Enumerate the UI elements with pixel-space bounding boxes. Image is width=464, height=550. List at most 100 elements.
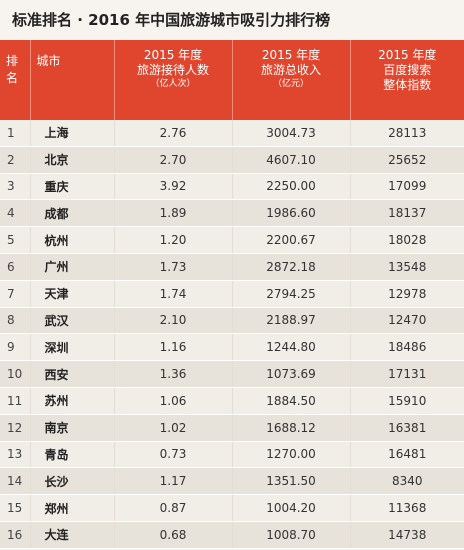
ranking-table: 排名 城市 2015 年度 旅游接待人数 （亿人次） 2015 年度 旅游总收入… xyxy=(0,40,464,549)
header-visitors-line1: 2015 年度 xyxy=(143,48,203,62)
index-cell: 18028 xyxy=(350,226,464,254)
income-cell: 1073.69 xyxy=(232,360,351,388)
table-row: 8 武汉 2.10 2188.97 12470 xyxy=(0,307,464,335)
rank-cell: 9 xyxy=(0,333,31,362)
index-cell: 11368 xyxy=(350,494,464,522)
rank-cell: 5 xyxy=(0,226,31,254)
header-row: 排名 城市 2015 年度 旅游接待人数 （亿人次） 2015 年度 旅游总收入… xyxy=(0,40,464,120)
header-income-line2: 旅游总收入 xyxy=(260,63,321,77)
income-cell: 4607.10 xyxy=(232,146,351,174)
visitors-cell: 2.70 xyxy=(114,146,233,174)
income-cell: 1351.50 xyxy=(232,467,351,496)
header-rank: 排名 xyxy=(0,40,31,120)
table-row: 5 杭州 1.20 2200.67 18028 xyxy=(0,226,464,254)
visitors-cell: 2.10 xyxy=(114,307,233,335)
city-cell: 郑州 xyxy=(30,494,115,522)
income-cell: 1008.70 xyxy=(232,521,351,549)
table-row: 7 天津 1.74 2794.25 12978 xyxy=(0,280,464,308)
income-cell: 2250.00 xyxy=(232,173,351,201)
header-income-unit: （亿元） xyxy=(272,79,309,89)
index-cell: 25652 xyxy=(350,146,464,174)
city-cell: 武汉 xyxy=(30,307,115,335)
table-row: 13 青岛 0.73 1270.00 16481 xyxy=(0,441,464,469)
rank-cell: 8 xyxy=(0,307,31,335)
index-cell: 17099 xyxy=(350,173,464,201)
table-row: 9 深圳 1.16 1244.80 18486 xyxy=(0,333,464,362)
table-header: 排名 城市 2015 年度 旅游接待人数 （亿人次） 2015 年度 旅游总收入… xyxy=(0,40,464,120)
table-row: 1 上海 2.76 3004.73 28113 xyxy=(0,120,464,147)
visitors-cell: 1.74 xyxy=(114,280,233,308)
rank-cell: 11 xyxy=(0,387,31,415)
visitors-cell: 0.87 xyxy=(114,494,233,522)
table-row: 14 长沙 1.17 1351.50 8340 xyxy=(0,467,464,496)
city-cell: 杭州 xyxy=(30,226,115,254)
header-index-line2: 百度搜索 xyxy=(383,63,432,77)
index-cell: 13548 xyxy=(350,253,464,281)
header-visitors: 2015 年度 旅游接待人数 （亿人次） xyxy=(114,40,233,120)
index-cell: 16381 xyxy=(350,414,464,442)
table-row: 6 广州 1.73 2872.18 13548 xyxy=(0,253,464,281)
header-income: 2015 年度 旅游总收入 （亿元） xyxy=(232,40,351,120)
visitors-cell: 0.73 xyxy=(114,441,233,469)
city-cell: 重庆 xyxy=(30,173,115,201)
header-index-line3: 整体指数 xyxy=(383,78,432,92)
income-cell: 3004.73 xyxy=(232,120,351,147)
city-cell: 大连 xyxy=(30,521,115,549)
rank-cell: 2 xyxy=(0,146,31,174)
visitors-cell: 1.17 xyxy=(114,467,233,496)
income-cell: 1004.20 xyxy=(232,494,351,522)
income-cell: 2794.25 xyxy=(232,280,351,308)
visitors-cell: 2.76 xyxy=(114,120,233,147)
income-cell: 1884.50 xyxy=(232,387,351,415)
header-visitors-line2: 旅游接待人数 xyxy=(136,63,209,77)
table-row: 15 郑州 0.87 1004.20 11368 xyxy=(0,494,464,522)
index-cell: 28113 xyxy=(350,120,464,147)
income-cell: 2872.18 xyxy=(232,253,351,281)
header-visitors-unit: （亿人次） xyxy=(150,79,196,89)
income-cell: 1270.00 xyxy=(232,441,351,469)
rank-cell: 10 xyxy=(0,360,31,388)
visitors-cell: 0.68 xyxy=(114,521,233,549)
visitors-cell: 3.92 xyxy=(114,173,233,201)
city-cell: 广州 xyxy=(30,253,115,281)
table-row: 16 大连 0.68 1008.70 14738 xyxy=(0,521,464,549)
income-cell: 2200.67 xyxy=(232,226,351,254)
index-cell: 12470 xyxy=(350,307,464,335)
rank-cell: 16 xyxy=(0,521,31,549)
index-cell: 14738 xyxy=(350,521,464,549)
table-row: 3 重庆 3.92 2250.00 17099 xyxy=(0,173,464,201)
index-cell: 8340 xyxy=(350,467,464,496)
rank-cell: 6 xyxy=(0,253,31,281)
visitors-cell: 1.16 xyxy=(114,333,233,362)
index-cell: 18486 xyxy=(350,333,464,362)
visitors-cell: 1.20 xyxy=(114,226,233,254)
rank-cell: 12 xyxy=(0,414,31,442)
rank-cell: 7 xyxy=(0,280,31,308)
city-cell: 青岛 xyxy=(30,441,115,469)
table-row: 11 苏州 1.06 1884.50 15910 xyxy=(0,387,464,415)
city-cell: 上海 xyxy=(30,120,115,147)
visitors-cell: 1.89 xyxy=(114,199,233,228)
header-index-line1: 2015 年度 xyxy=(378,48,437,62)
visitors-cell: 1.73 xyxy=(114,253,233,281)
city-cell: 长沙 xyxy=(30,467,115,496)
income-cell: 2188.97 xyxy=(232,307,351,335)
rank-cell: 4 xyxy=(0,199,31,228)
table-row: 4 成都 1.89 1986.60 18137 xyxy=(0,199,464,228)
table-row: 10 西安 1.36 1073.69 17131 xyxy=(0,360,464,388)
table-body: 1 上海 2.76 3004.73 28113 2 北京 2.70 4607.10 25652 3 重… xyxy=(0,120,464,549)
city-cell: 深圳 xyxy=(30,333,115,362)
city-cell: 苏州 xyxy=(30,387,115,415)
visitors-cell: 1.02 xyxy=(114,414,233,442)
income-cell: 1986.60 xyxy=(232,199,351,228)
rank-cell: 14 xyxy=(0,467,31,496)
city-cell: 天津 xyxy=(30,280,115,308)
rank-cell: 1 xyxy=(0,120,31,147)
income-cell: 1688.12 xyxy=(232,414,351,442)
page-title: 标准排名 · 2016 年中国旅游城市吸引力排行榜 xyxy=(0,0,464,40)
visitors-cell: 1.06 xyxy=(114,387,233,415)
index-cell: 12978 xyxy=(350,280,464,308)
city-cell: 西安 xyxy=(30,360,115,388)
header-index: 2015 年度 百度搜索 整体指数 xyxy=(350,40,464,120)
header-income-line1: 2015 年度 xyxy=(261,48,321,62)
